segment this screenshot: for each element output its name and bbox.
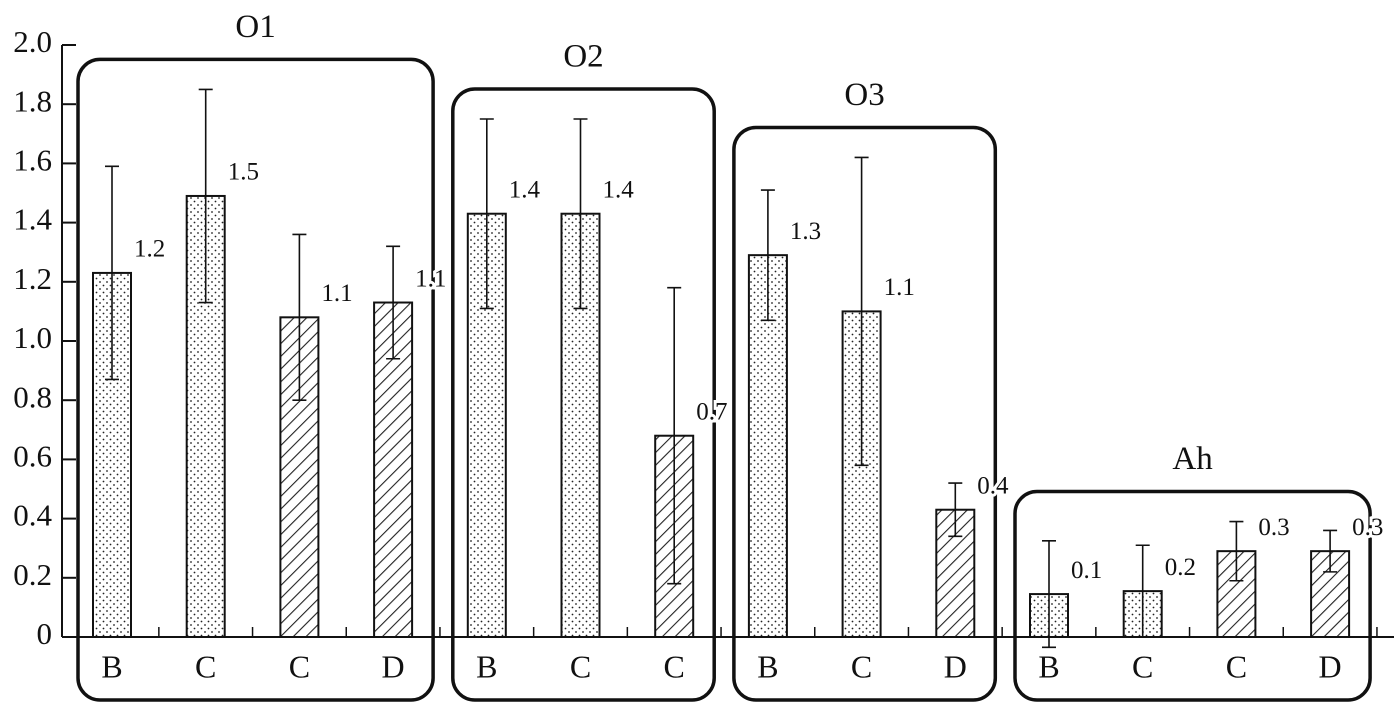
y-tick-label: 2.0 (13, 24, 52, 59)
y-tick-label: 0.2 (13, 557, 52, 592)
error-bar (948, 482, 963, 538)
value-label: 1.2 (134, 236, 165, 263)
error-bar (1042, 540, 1056, 649)
y-tick-label: 1.2 (13, 261, 52, 296)
error-bar (105, 165, 119, 381)
x-tick-label: C (1226, 648, 1247, 684)
y-tick-label: 0.6 (13, 439, 52, 474)
value-label: 1.1 (884, 274, 915, 301)
x-tick-label: B (476, 648, 497, 684)
x-tick-label: D (1319, 648, 1342, 684)
error-bar (1229, 520, 1244, 582)
group-title: O2 (563, 39, 603, 75)
value-label: 0.4 (977, 472, 1009, 499)
x-tick-label: D (382, 648, 405, 684)
x-tick-label: C (851, 648, 872, 684)
x-tick-label: C (1132, 648, 1153, 684)
y-tick-label: 0.4 (13, 498, 52, 533)
value-label: 0.3 (1352, 514, 1383, 541)
value-label: 0.7 (696, 398, 727, 425)
error-bar (386, 245, 401, 360)
value-label: 1.4 (603, 176, 635, 203)
y-tick-label: 1.6 (13, 143, 52, 178)
error-bar (292, 233, 307, 401)
error-bar (479, 118, 494, 310)
value-label: 0.1 (1071, 557, 1102, 584)
group-box (732, 125, 998, 702)
error-bar (198, 88, 213, 304)
value-label: 0.3 (1258, 514, 1289, 541)
x-tick-label: B (757, 648, 778, 684)
x-tick-label: B (1038, 648, 1059, 684)
value-label: 1.4 (509, 176, 541, 203)
error-bar (760, 189, 775, 322)
value-label: 1.1 (321, 280, 352, 307)
y-tick-label: 1.0 (13, 320, 52, 355)
y-tick-label: 0.8 (13, 379, 52, 414)
y-tick-label: 1.8 (13, 83, 52, 118)
group-title: Ah (1172, 441, 1213, 477)
y-tick-label: 0 (37, 616, 53, 651)
error-bar (1135, 544, 1150, 638)
group-title: O3 (844, 77, 884, 113)
x-tick-label: C (570, 648, 591, 684)
error-bar (573, 118, 588, 310)
x-tick-label: C (664, 648, 685, 684)
error-bar (854, 156, 869, 467)
x-tick-label: D (944, 648, 967, 684)
value-label: 1.5 (228, 159, 259, 186)
error-bar (1323, 529, 1338, 573)
x-tick-label: C (195, 648, 216, 684)
x-tick-label: C (289, 648, 310, 684)
value-label: 1.3 (790, 218, 821, 245)
group-box (1013, 489, 1372, 702)
group-title: O1 (235, 9, 275, 45)
y-tick-label: 1.4 (13, 202, 52, 237)
group-box (451, 87, 716, 702)
error-bar (667, 286, 682, 585)
value-label: 1.1 (415, 265, 446, 292)
value-label: 0.2 (1165, 554, 1196, 581)
x-tick-label: B (101, 648, 122, 684)
group-box (76, 57, 435, 702)
